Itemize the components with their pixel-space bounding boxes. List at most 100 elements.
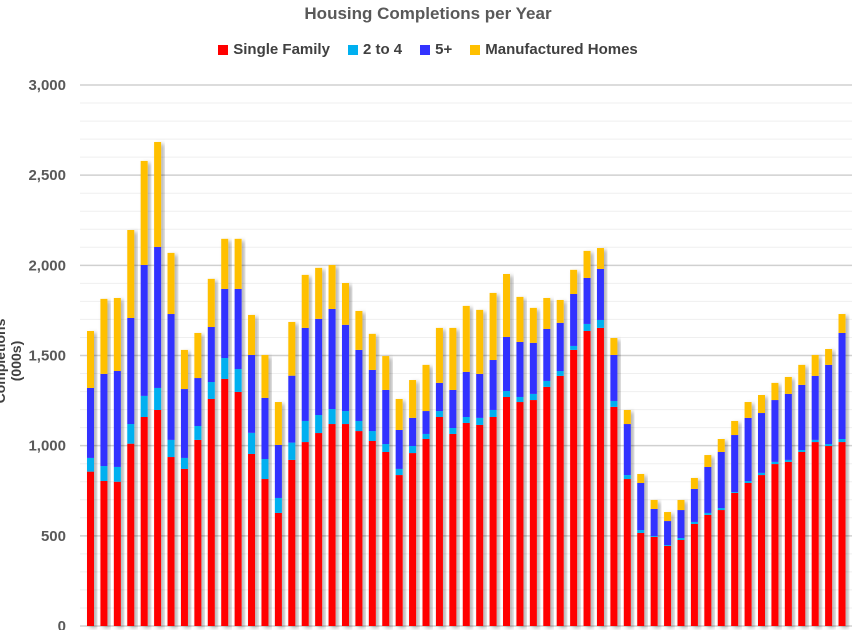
bar-segment-2-to-4 bbox=[301, 420, 309, 443]
bar-stack bbox=[556, 299, 564, 626]
bar-segment-manufactured-homes bbox=[704, 455, 712, 467]
bar-segment-single-family bbox=[503, 396, 511, 626]
bar-segment-single-family bbox=[784, 461, 792, 626]
bar-segment-manufactured-homes bbox=[261, 354, 269, 398]
bar-segment-manufactured-homes bbox=[583, 250, 591, 278]
legend-swatch bbox=[347, 44, 358, 55]
y-tick-label: 500 bbox=[41, 528, 66, 545]
bar-stack bbox=[784, 376, 792, 626]
bar-segment-5- bbox=[355, 349, 363, 421]
bar-stack bbox=[462, 305, 470, 626]
bar-segment-5- bbox=[556, 322, 564, 372]
bar-segment-manufactured-homes bbox=[435, 327, 443, 383]
bar-segment-2-to-4 bbox=[516, 396, 524, 403]
bar-segment-single-family bbox=[449, 433, 457, 626]
bar-stack bbox=[368, 333, 376, 626]
bar-segment-manufactured-homes bbox=[409, 380, 417, 418]
bar-segment-5- bbox=[503, 336, 511, 392]
bar-segment-5- bbox=[543, 328, 551, 381]
bar-segment-5- bbox=[274, 444, 282, 498]
bar-segment-2-to-4 bbox=[798, 449, 806, 452]
bar-segment-2-to-4 bbox=[503, 391, 511, 397]
bar-segment-single-family bbox=[476, 424, 484, 626]
bar-segment-manufactured-homes bbox=[650, 499, 658, 509]
legend-swatch bbox=[420, 44, 431, 55]
bar-segment-single-family bbox=[234, 391, 242, 626]
bar-segment-2-to-4 bbox=[744, 481, 752, 483]
bar-stack bbox=[288, 321, 296, 626]
bar-segment-2-to-4 bbox=[154, 387, 162, 410]
bar-segment-single-family bbox=[771, 464, 779, 626]
bar-segment-single-family bbox=[811, 442, 819, 626]
bar-segment-5- bbox=[771, 400, 779, 462]
bar-stack bbox=[301, 274, 309, 626]
bar-segment-2-to-4 bbox=[838, 438, 846, 443]
bar-segment-single-family bbox=[140, 416, 148, 626]
bar-segment-5- bbox=[650, 508, 658, 537]
bar-segment-2-to-4 bbox=[596, 319, 604, 328]
bar-stack bbox=[328, 264, 336, 626]
bar-segment-single-family bbox=[543, 386, 551, 626]
bar-segment-single-family bbox=[623, 479, 631, 626]
bar-segment-2-to-4 bbox=[758, 472, 765, 476]
bar-segment-single-family bbox=[489, 416, 497, 626]
bar-segment-2-to-4 bbox=[288, 442, 296, 460]
bar-stack bbox=[677, 499, 685, 626]
bar-segment-manufactured-homes bbox=[100, 298, 108, 374]
bar-segment-manufactured-homes bbox=[596, 248, 604, 269]
bar-segment-2-to-4 bbox=[261, 459, 269, 480]
bar-segment-5- bbox=[422, 411, 430, 434]
bar-segment-manufactured-homes bbox=[234, 238, 242, 289]
bar-segment-2-to-4 bbox=[449, 427, 457, 434]
bar-segment-single-family bbox=[100, 481, 108, 626]
bar-segment-single-family bbox=[556, 375, 564, 626]
bar-segment-2-to-4 bbox=[194, 426, 202, 440]
bar-segment-2-to-4 bbox=[637, 530, 645, 533]
bar-stack bbox=[140, 160, 148, 626]
bar-stack bbox=[503, 273, 511, 626]
bar-segment-5- bbox=[690, 488, 698, 522]
bar-stack bbox=[167, 252, 175, 626]
bar-stack bbox=[315, 267, 323, 626]
bar-segment-5- bbox=[717, 451, 725, 509]
bar-segment-5- bbox=[221, 288, 229, 359]
bar-segment-single-family bbox=[744, 482, 752, 626]
bar-stack bbox=[261, 354, 269, 626]
bar-stack bbox=[610, 338, 618, 626]
bar-segment-5- bbox=[610, 354, 618, 401]
bar-segment-2-to-4 bbox=[248, 432, 256, 454]
y-tick-label: 0 bbox=[58, 618, 66, 630]
bar-segment-manufactured-homes bbox=[744, 402, 752, 418]
bar-segment-manufactured-homes bbox=[288, 321, 296, 376]
bar-segment-2-to-4 bbox=[610, 400, 618, 407]
bar-segment-2-to-4 bbox=[234, 369, 242, 392]
bar-segment-single-family bbox=[274, 512, 282, 626]
bar-segment-single-family bbox=[301, 442, 309, 626]
bar-segment-manufactured-homes bbox=[382, 356, 390, 390]
legend-swatch bbox=[218, 44, 229, 55]
bar-segment-5- bbox=[234, 288, 242, 370]
bar-stack bbox=[811, 354, 819, 626]
bar-segment-5- bbox=[462, 371, 470, 417]
bar-segment-5- bbox=[596, 268, 604, 320]
bar-segment-2-to-4 bbox=[274, 497, 282, 513]
bar-segment-5- bbox=[798, 384, 806, 450]
bar-segment-5- bbox=[194, 378, 202, 427]
bar-segment-2-to-4 bbox=[489, 409, 497, 417]
bar-segment-single-family bbox=[529, 400, 537, 626]
bar-segment-5- bbox=[838, 332, 846, 439]
bar-segment-2-to-4 bbox=[583, 323, 591, 331]
bar-segment-single-family bbox=[288, 459, 296, 626]
bar-segment-single-family bbox=[341, 424, 349, 626]
bar-segment-single-family bbox=[221, 378, 229, 626]
bar-stack bbox=[570, 269, 578, 626]
bar-stack bbox=[248, 314, 256, 626]
bar-segment-2-to-4 bbox=[409, 446, 417, 454]
bar-segment-single-family bbox=[825, 446, 833, 626]
bar-segment-single-family bbox=[180, 468, 188, 626]
bar-segment-2-to-4 bbox=[167, 439, 175, 458]
bar-segment-5- bbox=[744, 417, 752, 482]
bar-segment-manufactured-homes bbox=[194, 332, 202, 379]
bar-segment-5- bbox=[180, 389, 188, 458]
bar-segment-2-to-4 bbox=[435, 411, 443, 417]
